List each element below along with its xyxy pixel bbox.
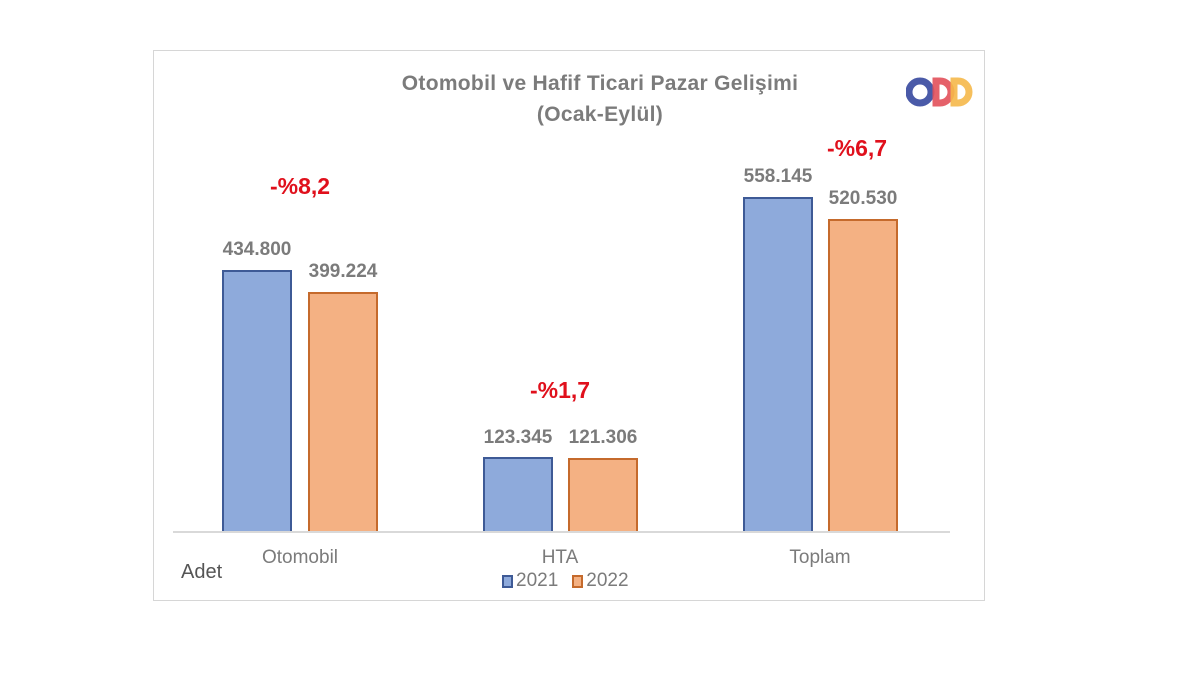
category-label-otomobil: Otomobil bbox=[261, 547, 339, 568]
bar-toplam-2021 bbox=[743, 197, 813, 531]
legend-swatch-2021 bbox=[502, 574, 513, 588]
category-label-toplam: Toplam bbox=[789, 547, 851, 568]
change-annotation-toplam: -%6,7 bbox=[826, 135, 888, 161]
legend-item-2022: 2022 bbox=[572, 570, 629, 592]
legend: 2021 2022 bbox=[502, 570, 639, 592]
value-label: 520.530 bbox=[828, 188, 898, 209]
change-annotation-otomobil: -%8,2 bbox=[269, 173, 331, 199]
bar-hta-2022 bbox=[568, 458, 638, 531]
value-label: 558.145 bbox=[743, 166, 813, 187]
legend-swatch-2022 bbox=[572, 574, 584, 588]
bar-toplam-2022 bbox=[828, 219, 898, 531]
unit-label: Adet bbox=[181, 561, 223, 583]
value-label: 123.345 bbox=[483, 427, 553, 448]
x-axis-line bbox=[173, 531, 950, 533]
legend-label-2021: 2021 bbox=[516, 570, 559, 591]
legend-item-2021: 2021 bbox=[502, 570, 558, 592]
category-label-hta: HTA bbox=[541, 547, 579, 568]
value-label: 121.306 bbox=[568, 427, 638, 448]
change-annotation-hta: -%1,7 bbox=[529, 377, 591, 403]
value-label: 434.800 bbox=[222, 239, 292, 260]
legend-label-2022: 2022 bbox=[586, 570, 629, 591]
bar-hta-2021 bbox=[483, 457, 553, 531]
chart-title: Otomobil ve Hafif Ticari Pazar Gelişimi bbox=[401, 72, 799, 95]
value-label: 399.224 bbox=[308, 261, 378, 282]
odd-logo-icon bbox=[906, 77, 973, 107]
bar-otomobil-2021 bbox=[222, 270, 292, 531]
chart-subtitle: (Ocak-Eylül) bbox=[536, 103, 664, 126]
bar-otomobil-2022 bbox=[308, 292, 378, 531]
